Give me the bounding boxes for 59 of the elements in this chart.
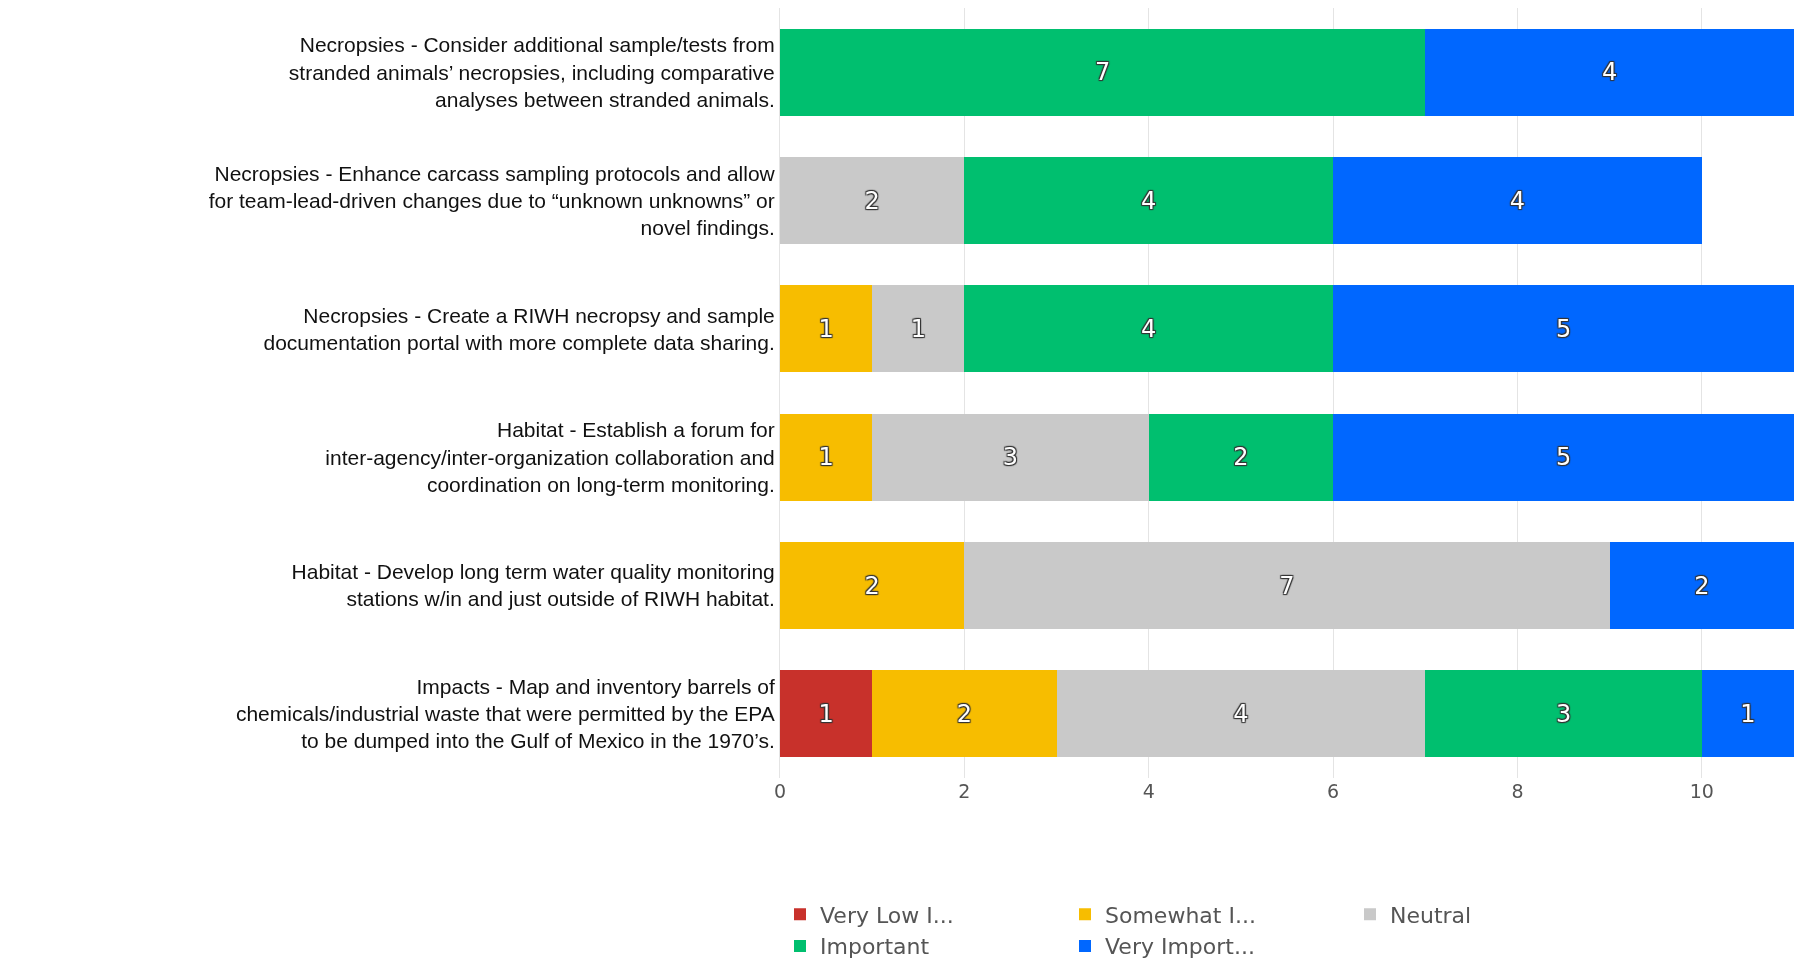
bar [964, 156, 1334, 245]
bar [1609, 541, 1794, 630]
bar [964, 541, 1610, 630]
bar [780, 670, 873, 758]
legend-label: Very Import... [1105, 934, 1255, 960]
y-tick-label: Necropsies - Consider additional sample/tests from stranded animals’ necropsies, including comparative analyses between stranded animals. [288, 33, 775, 111]
bar [780, 28, 1426, 116]
x-tick-label: 10 [1689, 780, 1714, 802]
y-tick-label: Impacts - Map and inventory barrels of chemicals/industrial waste that were permitted by the EPA to be dumped into the Gulf of Mexico in the 1970’s. [235, 674, 775, 753]
x-tick-label: 0 [773, 780, 787, 802]
data-label: 4 [1141, 314, 1157, 343]
data-label: 2 [956, 699, 973, 728]
bar [872, 670, 1057, 758]
data-label: 1 [818, 314, 834, 343]
bar [1148, 413, 1334, 501]
bar [780, 413, 873, 501]
y-tick-label: Habitat - Establish a forum for inter-agency/inter-organization collaboration and coordination on long-term monitoring. [325, 418, 775, 496]
y-tick-label: Necropsies - Create a RIWH necropsy and sample documentation portal with more complete data sharing. [263, 303, 775, 354]
y-tick-label: Habitat - Develop long term water quality monitoring stations w/in and just outside of RIWH habitat. [291, 560, 775, 611]
y-tick-label: Necropsies - Enhance carcass sampling protocols and allow for team-lead-driven changes due to “unknown unknowns” or novel findings. [208, 161, 776, 240]
data-label: 5 [1555, 443, 1572, 472]
bar [780, 541, 965, 630]
x-tick-label: 2 [958, 780, 971, 802]
bar [780, 156, 965, 245]
bar [1333, 413, 1794, 501]
bar [964, 285, 1334, 373]
data-label: 1 [818, 699, 834, 728]
bar [872, 413, 1149, 501]
data-label: 5 [1555, 314, 1572, 343]
data-label: 1 [818, 443, 834, 472]
data-label: 2 [1694, 571, 1710, 600]
legend-label: Important [820, 934, 930, 960]
bar [780, 285, 873, 373]
bar [1333, 285, 1794, 373]
data-label: 1 [910, 314, 926, 343]
x-tick-label: 8 [1511, 780, 1524, 802]
data-label: 4 [1509, 186, 1526, 215]
data-label: 7 [1094, 58, 1111, 87]
data-label: 7 [1279, 571, 1295, 600]
bar [1056, 670, 1426, 758]
legend-label: Neutral [1390, 902, 1472, 928]
data-label: 2 [864, 571, 880, 600]
bar [1333, 156, 1702, 245]
legend-label: Somewhat I... [1105, 902, 1256, 928]
data-label: 2 [1233, 443, 1249, 472]
x-tick-label: 6 [1327, 780, 1340, 802]
data-label: 3 [1555, 699, 1572, 728]
bar [1701, 670, 1794, 758]
bar [872, 285, 965, 373]
bar [1425, 670, 1702, 758]
data-label: 1 [1740, 699, 1756, 728]
bar [1425, 28, 1794, 116]
data-label: 2 [864, 186, 880, 215]
legend-label: Very Low I... [820, 902, 954, 928]
data-label: 4 [1601, 58, 1618, 87]
x-tick-label: 4 [1142, 780, 1155, 802]
data-label: 4 [1141, 186, 1157, 215]
data-label: 3 [1002, 443, 1019, 472]
data-label: 4 [1233, 699, 1249, 728]
